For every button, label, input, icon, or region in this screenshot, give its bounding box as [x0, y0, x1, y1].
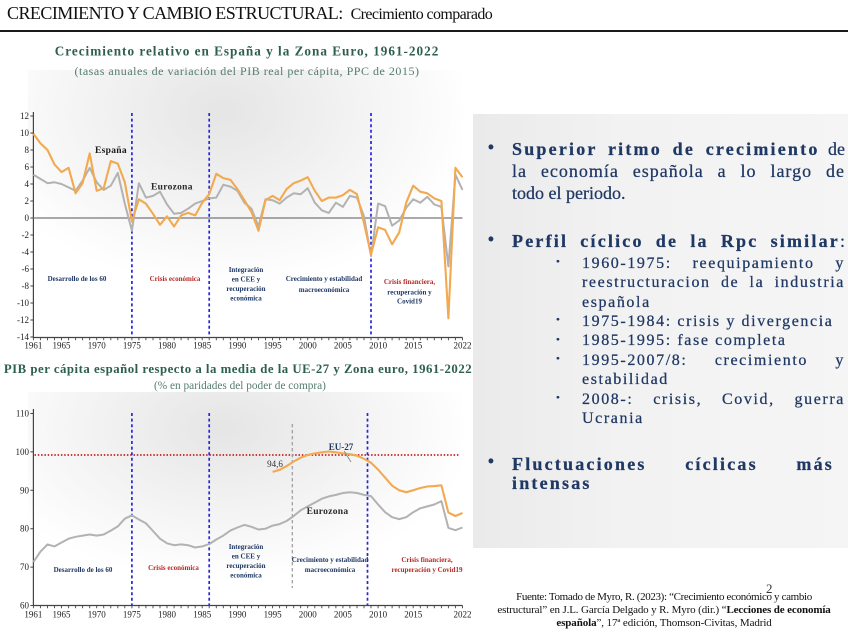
svg-text:macroeconómica: macroeconómica: [299, 286, 350, 294]
svg-text:Desarrollo de los 60: Desarrollo de los 60: [54, 566, 113, 574]
svg-text:en CEE y: en CEE y: [232, 553, 261, 561]
svg-text:90: 90: [20, 485, 30, 495]
svg-text:Crecimiento relativo en España: Crecimiento relativo en España y la Zona…: [55, 44, 440, 59]
svg-text:2005: 2005: [334, 610, 353, 620]
svg-text:Crisis económica: Crisis económica: [150, 275, 201, 283]
svg-text:1970: 1970: [88, 610, 107, 620]
svg-text:1970: 1970: [88, 341, 107, 351]
svg-text:1975: 1975: [123, 341, 142, 351]
svg-text:Crisis financiera,: Crisis financiera,: [401, 556, 453, 564]
svg-text:2000: 2000: [299, 341, 318, 351]
svg-text:Covid19: Covid19: [397, 298, 422, 306]
svg-text:4: 4: [25, 179, 30, 189]
svg-text:12: 12: [20, 111, 29, 121]
svg-text:Desarrollo de los 60: Desarrollo de los 60: [48, 275, 107, 283]
svg-text:60: 60: [20, 601, 30, 611]
svg-text:1961: 1961: [24, 341, 42, 351]
svg-text:0: 0: [25, 213, 30, 223]
svg-text:-10: -10: [17, 298, 29, 308]
svg-text:2015: 2015: [404, 341, 423, 351]
svg-text:110: 110: [16, 409, 30, 419]
svg-text:Crisis financiera,: Crisis financiera,: [384, 278, 436, 286]
svg-text:2015: 2015: [404, 610, 423, 620]
svg-text:Integración: Integración: [229, 266, 264, 274]
svg-text:en CEE y: en CEE y: [232, 276, 261, 284]
svg-text:6: 6: [25, 162, 30, 172]
svg-text:Integración: Integración: [229, 543, 264, 551]
svg-text:1980: 1980: [158, 341, 177, 351]
svg-text:1961: 1961: [24, 610, 42, 620]
svg-text:Eurozona: Eurozona: [307, 507, 349, 517]
svg-text:2010: 2010: [369, 341, 388, 351]
svg-text:Crecimiento y estabilidad: Crecimiento y estabilidad: [286, 275, 363, 283]
svg-text:Crecimiento y estabilidad: Crecimiento y estabilidad: [292, 556, 369, 564]
svg-text:2000: 2000: [299, 610, 318, 620]
svg-text:10: 10: [20, 128, 30, 138]
svg-text:-4: -4: [22, 247, 30, 257]
svg-text:recuperación: recuperación: [226, 285, 265, 293]
svg-text:-2: -2: [22, 230, 30, 240]
svg-text:económica: económica: [230, 295, 262, 303]
svg-text:-14: -14: [17, 332, 29, 342]
svg-text:1965: 1965: [53, 610, 72, 620]
svg-text:PIB per cápita español respect: PIB per cápita español respecto a la med…: [4, 362, 472, 376]
svg-text:1980: 1980: [158, 610, 177, 620]
svg-text:2010: 2010: [369, 610, 388, 620]
svg-text:94,6: 94,6: [267, 459, 283, 469]
svg-text:Eurozona: Eurozona: [151, 183, 193, 193]
svg-text:recuperación: recuperación: [226, 562, 265, 570]
svg-text:2022: 2022: [454, 341, 472, 351]
svg-text:España: España: [95, 146, 127, 156]
svg-text:EU-27: EU-27: [329, 442, 354, 452]
svg-text:1990: 1990: [228, 341, 247, 351]
svg-text:100: 100: [16, 447, 30, 457]
svg-text:1995: 1995: [264, 341, 283, 351]
svg-text:1965: 1965: [53, 341, 72, 351]
svg-text:1975: 1975: [123, 610, 142, 620]
svg-text:(% en paridades del poder de c: (% en paridades del poder de compra): [154, 380, 326, 392]
svg-text:1990: 1990: [228, 610, 247, 620]
svg-text:1995: 1995: [264, 610, 283, 620]
svg-text:2005: 2005: [334, 341, 353, 351]
svg-text:económica: económica: [230, 572, 262, 580]
svg-text:recuperación y Covid19: recuperación y Covid19: [391, 566, 463, 574]
svg-text:70: 70: [20, 562, 30, 572]
svg-text:1985: 1985: [193, 341, 212, 351]
svg-text:8: 8: [25, 145, 30, 155]
svg-text:80: 80: [20, 524, 30, 534]
svg-text:2022: 2022: [454, 610, 472, 620]
svg-text:Crisis económica: Crisis económica: [148, 564, 199, 572]
svg-text:recuperación y: recuperación y: [387, 289, 432, 297]
svg-text:(tasas anuales de variación de: (tasas anuales de variación del PIB real…: [74, 64, 419, 78]
svg-text:macroeconómica: macroeconómica: [305, 566, 356, 574]
svg-text:1985: 1985: [193, 610, 212, 620]
svg-text:-6: -6: [22, 264, 30, 274]
svg-text:2: 2: [25, 196, 30, 206]
svg-text:-12: -12: [17, 315, 29, 325]
svg-text:-8: -8: [22, 281, 30, 291]
